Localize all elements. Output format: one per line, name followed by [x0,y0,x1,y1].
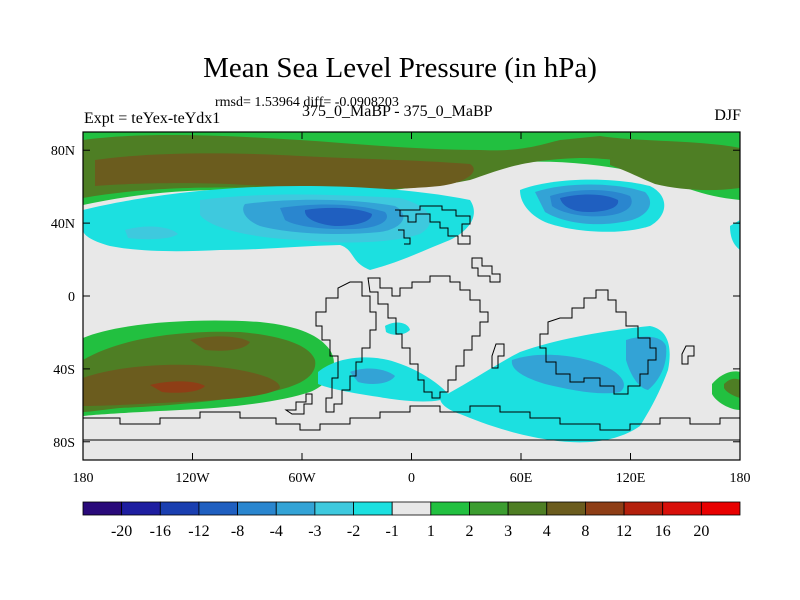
colorbar-swatch [623,501,664,516]
plot-title: Mean Sea Level Pressure (in hPa) [203,52,597,84]
coastline-antarctica-peninsula [284,393,313,415]
colorbar-label: -12 [188,523,209,540]
coastline-australia [539,289,657,395]
colorbar-swatch [314,501,354,516]
south-pacific-darkbrown [150,381,205,393]
colorbar-swatch [469,501,509,516]
north-low-blue-dark [304,207,372,226]
lon-tick-label: 0 [408,471,415,486]
lat-tick-label: 40S [53,363,75,378]
colorbar-swatch [546,501,586,516]
lon-tick-label: 120E [616,471,646,486]
coastline-madagascar-area [491,343,505,369]
lat-tick-label: 80S [53,436,75,451]
east-edge-cyan [730,220,740,250]
colorbar-label: 8 [581,523,589,540]
lon-tick-label: 180 [730,471,751,486]
coastline-arabia [471,257,501,283]
coastline-new-zealand [681,345,695,365]
colorbar-swatch [275,501,316,516]
colorbar-swatch [507,501,548,516]
colorbar-label: 20 [693,523,709,540]
coastline-north-america-edge [398,229,411,245]
colorbar-label: 2 [465,523,473,540]
colorbar-label: -3 [308,523,321,540]
colorbar-label: -16 [150,523,171,540]
coastlines [83,205,740,441]
colorbar-swatch [237,501,277,516]
lon-tick-label: 180 [73,471,94,486]
colorbar-swatch [198,501,238,516]
south-atlantic-blue-mid [350,368,395,384]
latitude-axis: 80N 40N 0 40S 80S [51,144,740,451]
lon-tick-label: 120W [175,471,210,486]
lat-tick-label: 80N [51,144,75,159]
colorbar-swatch [121,501,161,516]
colorbar: -20 -16 -12 -8 -4 -3 -2 -1 1 2 3 4 8 12 16 20 [82,501,741,540]
map-fields [83,132,740,460]
colorbar-label: -4 [270,523,283,540]
colorbar-label: 16 [655,523,671,540]
colorbar-label: 1 [427,523,435,540]
west-pacific-small-low [125,226,178,240]
season-label: DJF [714,107,741,124]
lat-tick-label: 0 [68,290,75,305]
south-east-edge-olive [724,378,740,398]
colorbar-label: -2 [347,523,360,540]
colorbar-swatch [391,501,432,516]
lon-tick-label: 60W [288,471,316,486]
colorbar-label: 4 [543,523,551,540]
colorbar-label: 3 [504,523,512,540]
south-pacific-brown-north [190,336,250,351]
north-brown-core [95,153,474,190]
coastline-antarctica [83,405,740,431]
colorbar-swatch [353,501,393,516]
colorbar-label: -20 [111,523,132,540]
lat-tick-label: 40N [51,217,75,232]
colorbar-swatch [159,501,200,516]
experiment-label: Expt = teYex-teYdx1 [84,110,221,127]
colorbar-label: -1 [386,523,399,540]
colorbar-label: 12 [616,523,632,540]
coastline-africa [367,275,489,399]
colorbar-swatch [430,501,470,516]
colorbar-swatch [700,501,741,516]
colorbar-swatch [82,501,123,516]
rmsd-diff-stats: rmsd= 1.53964 diff= -0.0908203 [215,95,399,110]
case-label: 375_0_MaBP - 375_0_MaBP [302,103,493,120]
asia-low-blue-dark [560,194,619,212]
colorbar-label: -8 [231,523,244,540]
coastline-europe [395,205,471,245]
lon-tick-label: 60E [510,471,533,486]
longitude-axis: 180 120W 60W 0 60E 120E 180 [73,132,751,486]
south-america-small-cyan [385,322,410,335]
coastline-south-america [315,281,377,413]
north-olive-east [610,152,740,191]
colorbar-swatch [585,501,625,516]
colorbar-swatch [662,501,702,516]
